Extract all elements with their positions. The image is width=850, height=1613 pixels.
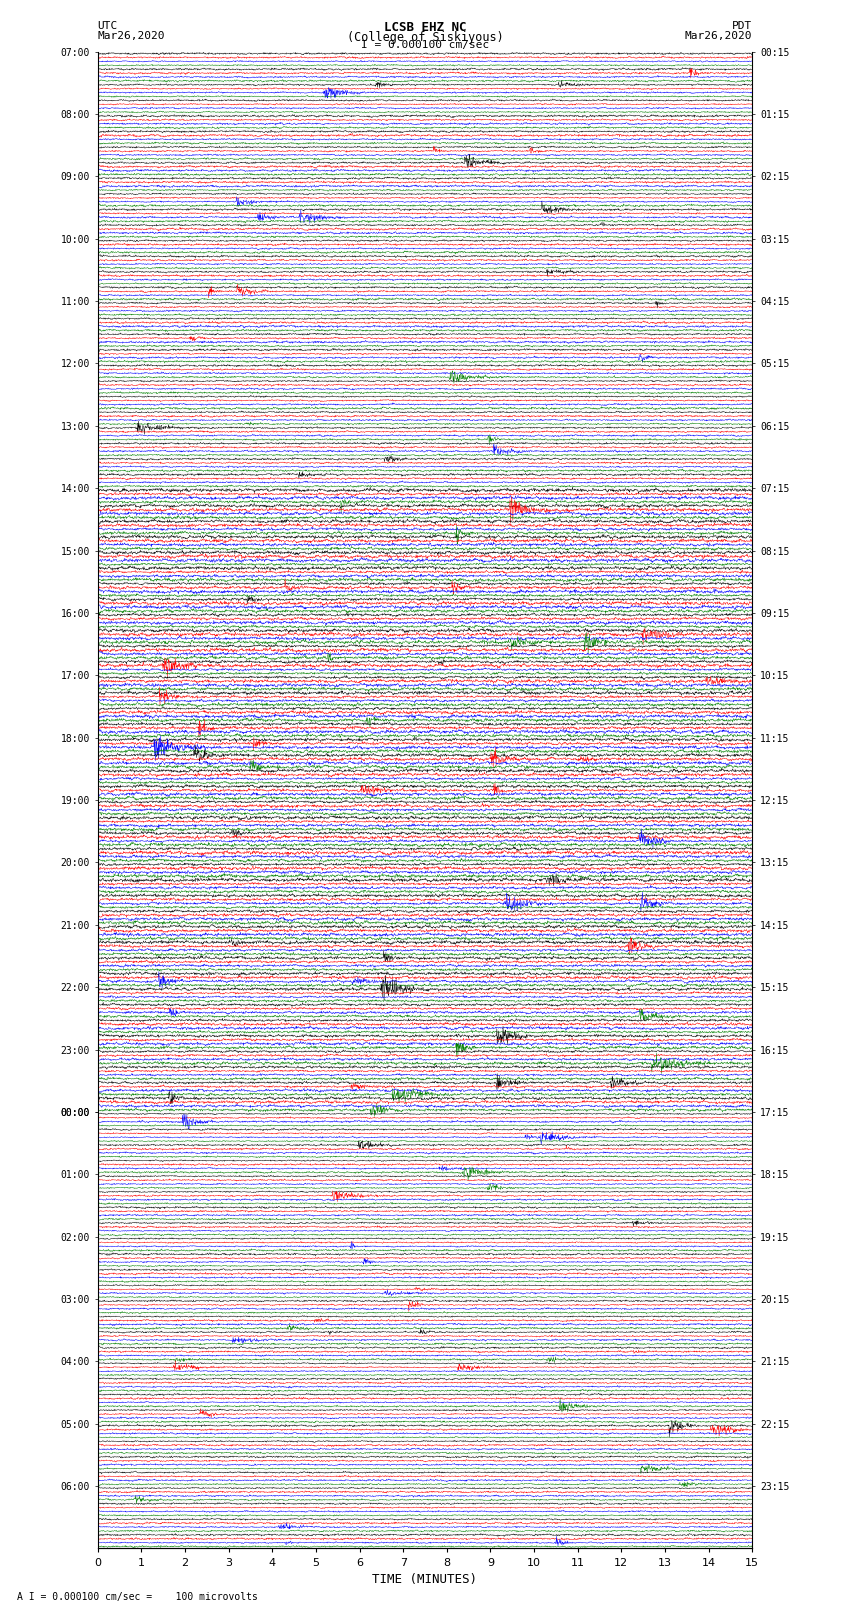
Text: A I = 0.000100 cm/sec =    100 microvolts: A I = 0.000100 cm/sec = 100 microvolts <box>17 1592 258 1602</box>
Text: UTC: UTC <box>98 21 118 31</box>
Text: Mar26,2020: Mar26,2020 <box>98 31 165 40</box>
Text: I = 0.000100 cm/sec: I = 0.000100 cm/sec <box>361 40 489 50</box>
Text: (College of Siskiyous): (College of Siskiyous) <box>347 31 503 44</box>
X-axis label: TIME (MINUTES): TIME (MINUTES) <box>372 1573 478 1586</box>
Text: LCSB EHZ NC: LCSB EHZ NC <box>383 21 467 34</box>
Text: Mar26,2020: Mar26,2020 <box>685 31 752 40</box>
Text: PDT: PDT <box>732 21 752 31</box>
